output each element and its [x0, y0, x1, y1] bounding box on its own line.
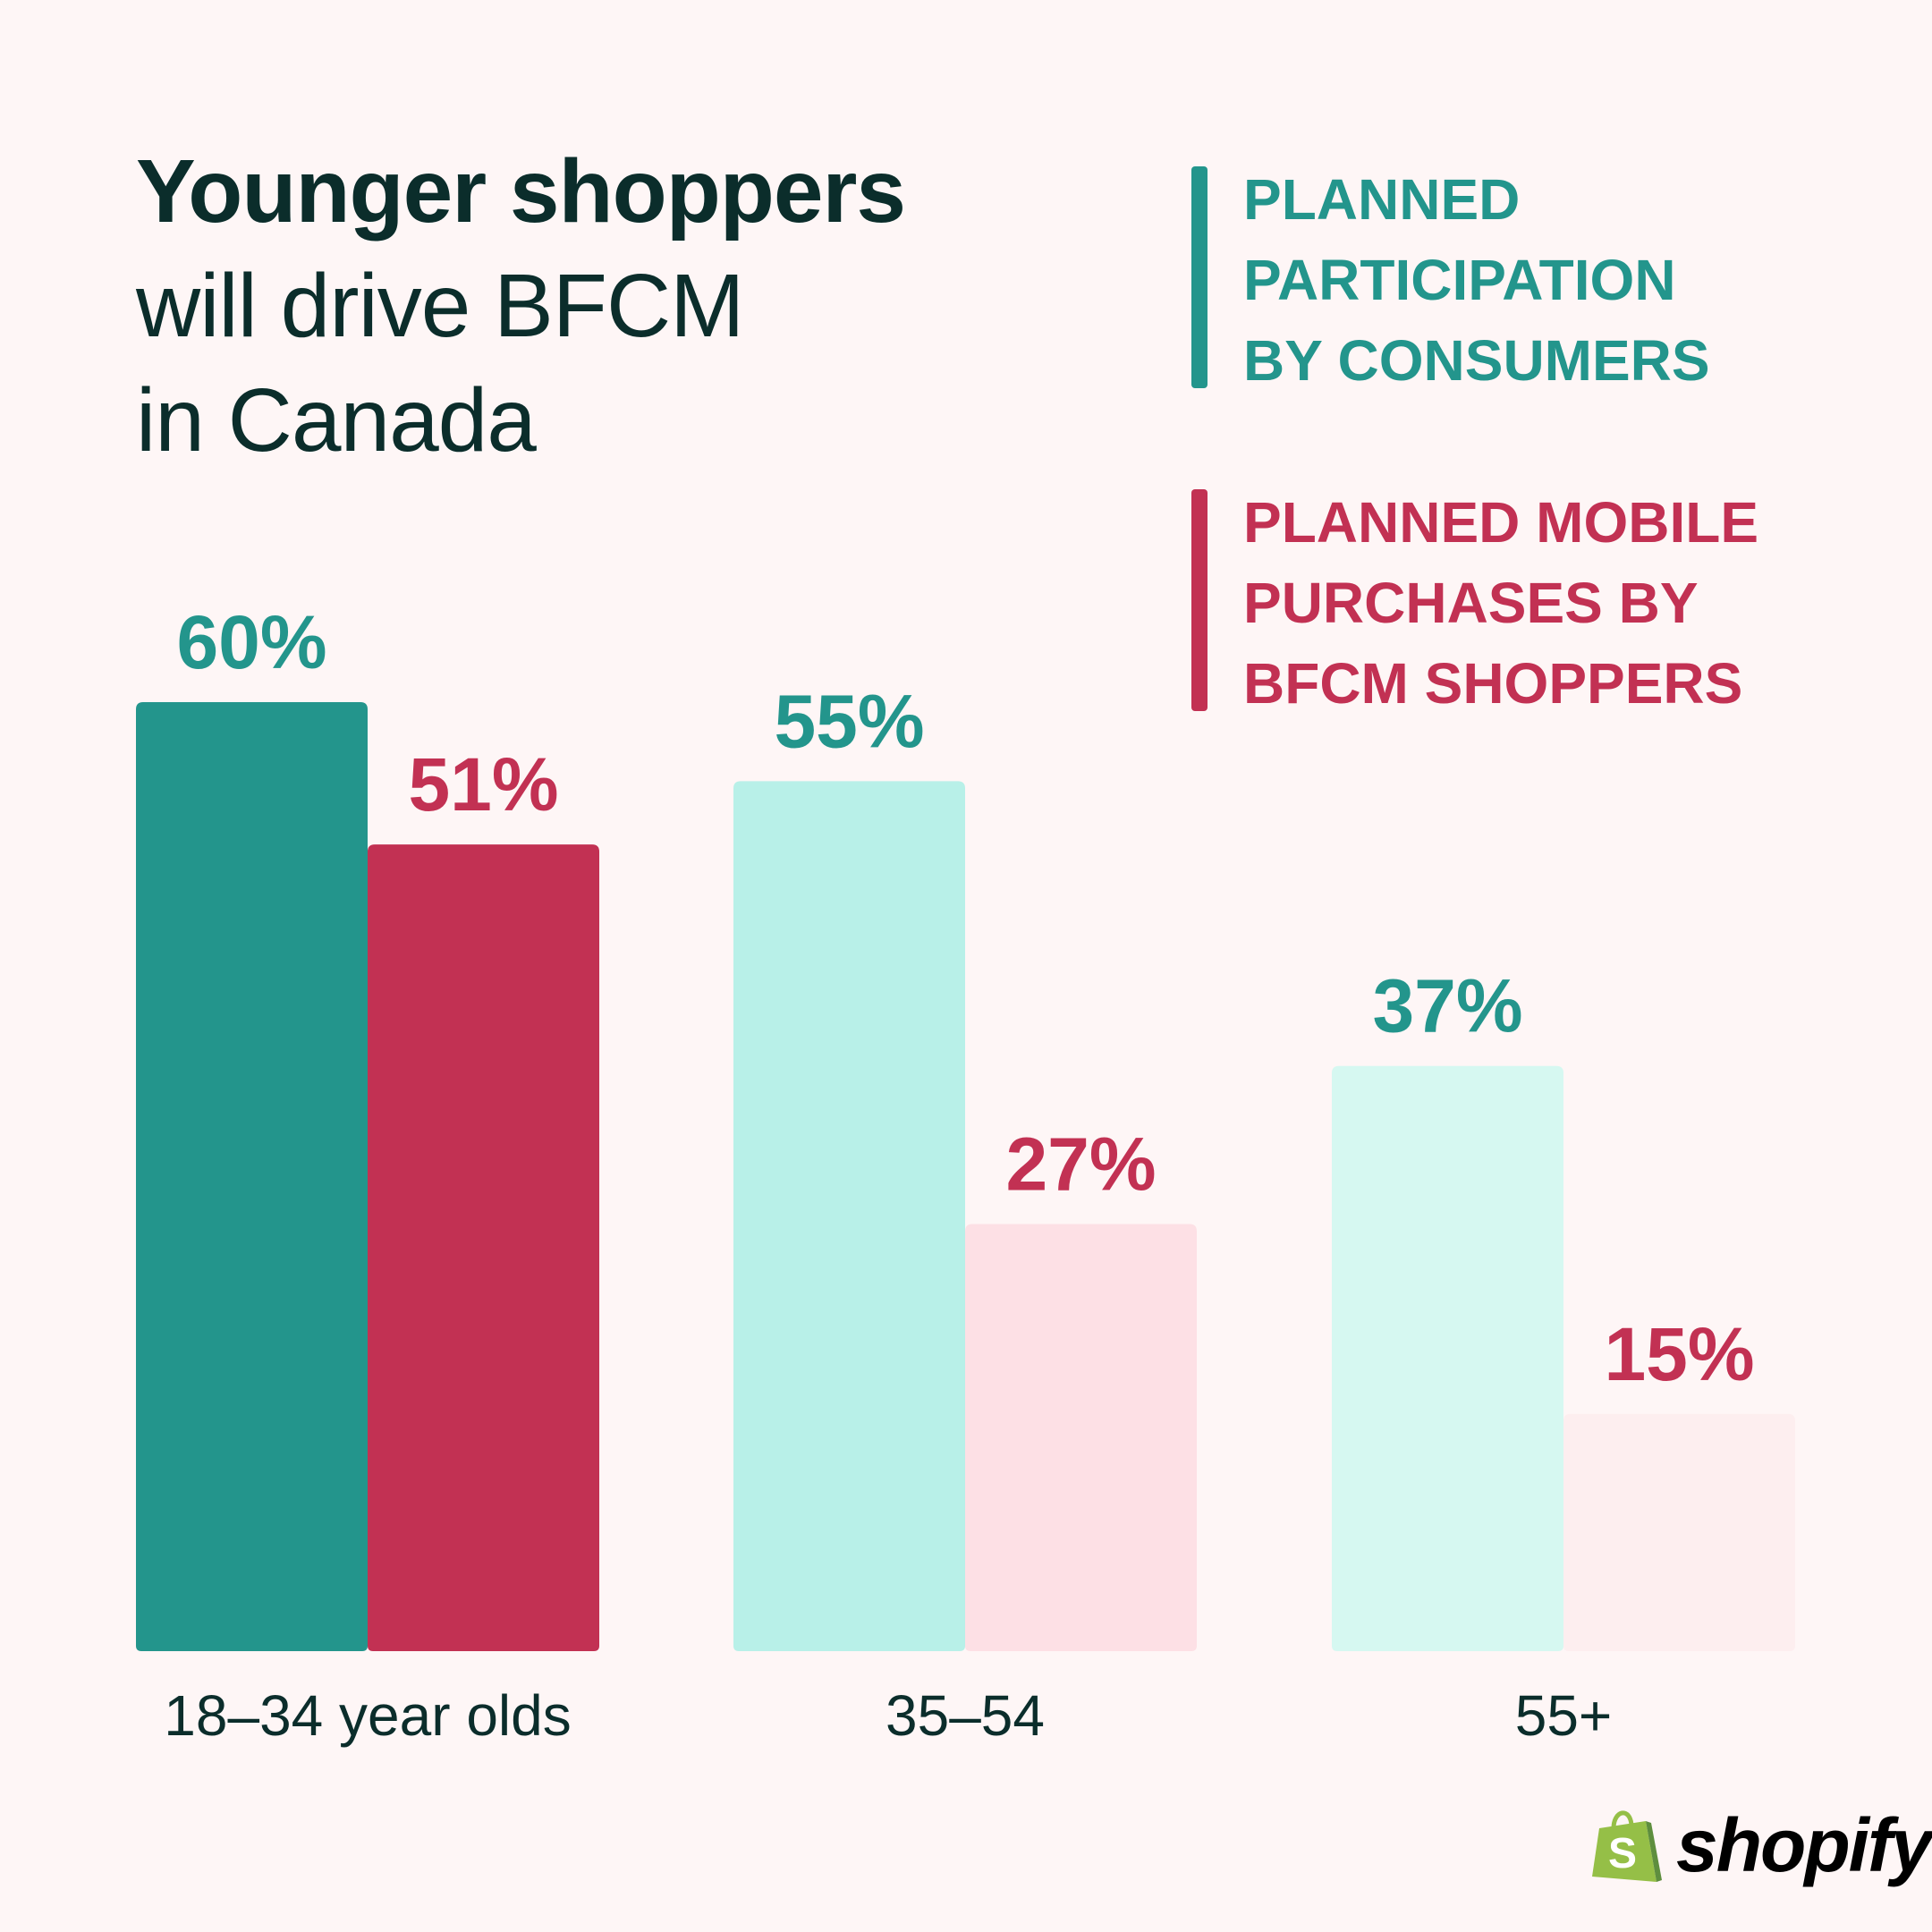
legend-swatch — [1191, 166, 1208, 388]
title-line3: in Canada — [136, 370, 537, 470]
category-label: 55+ — [1515, 1683, 1613, 1748]
bar — [733, 781, 965, 1651]
category-label: 35–54 — [886, 1683, 1045, 1748]
data-label: 37% — [1372, 964, 1522, 1048]
bar — [1332, 1065, 1563, 1651]
data-label: 60% — [176, 600, 326, 684]
bar — [136, 702, 368, 1651]
bar — [1563, 1413, 1795, 1651]
data-label: 55% — [774, 679, 924, 763]
brand-name: shopify — [1676, 1803, 1932, 1887]
svg-text:S: S — [1608, 1830, 1637, 1877]
legend-item-participation: PLANNED PARTICIPATION BY CONSUMERS — [1191, 166, 1744, 401]
shopping-bag-icon: S — [1592, 1810, 1662, 1882]
data-label: 15% — [1604, 1312, 1754, 1396]
category-label: 18–34 year olds — [164, 1683, 571, 1748]
bar — [965, 1224, 1197, 1651]
shopify-logo: S shopify — [1592, 1802, 1932, 1889]
bar — [368, 844, 599, 1651]
legend-label: PLANNED MOBILE PURCHASES BY BFCM SHOPPER… — [1243, 490, 1758, 716]
legend-label: PLANNED PARTICIPATION BY CONSUMERS — [1243, 167, 1710, 393]
title-line2: will drive BFCM — [136, 256, 744, 356]
data-label: 27% — [1005, 1123, 1156, 1207]
legend-item-mobile: PLANNED MOBILE PURCHASES BY BFCM SHOPPER… — [1191, 489, 1798, 724]
data-label: 51% — [408, 742, 558, 826]
chart-title: Younger shoppers will drive BFCM in Cana… — [136, 134, 906, 478]
title-bold: Younger shoppers — [136, 141, 906, 242]
legend-swatch — [1191, 489, 1208, 711]
